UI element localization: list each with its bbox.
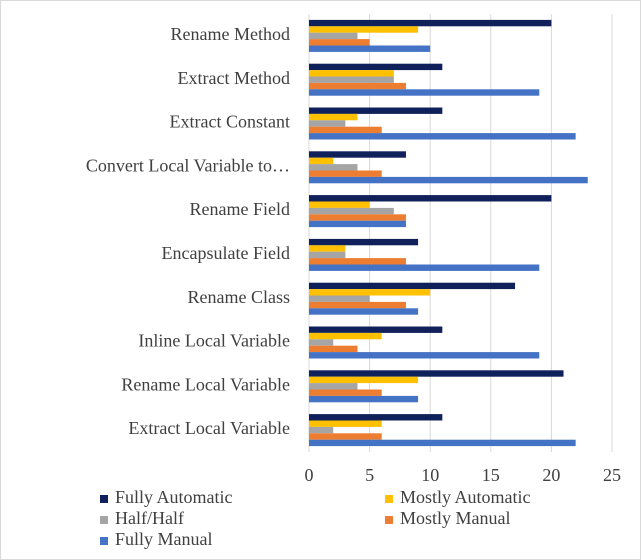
bar (309, 245, 346, 252)
legend-label: Mostly Manual (400, 508, 511, 528)
y-tick-label: Rename Method (171, 24, 290, 44)
y-tick-label: Extract Method (178, 68, 290, 88)
bar (309, 251, 346, 259)
bar (309, 264, 540, 271)
bar (309, 258, 406, 265)
x-tick-label: 15 (482, 465, 500, 485)
bar (309, 113, 358, 121)
legend-swatch (100, 537, 108, 545)
bar (309, 207, 394, 215)
bar (309, 345, 358, 353)
bar (309, 133, 576, 140)
bar (309, 289, 431, 296)
bar (309, 414, 443, 421)
bar (309, 70, 394, 77)
bar (309, 157, 334, 165)
bar (309, 176, 588, 184)
x-tick-label: 10 (421, 465, 439, 485)
legend-label: Fully Automatic (115, 487, 233, 507)
bar (309, 26, 419, 33)
y-tick-label: Inline Local Variable (138, 331, 290, 351)
legend-label: Fully Manual (115, 529, 213, 549)
y-tick-label: Extract Local Variable (128, 418, 290, 438)
bar (309, 89, 540, 96)
bar (309, 214, 406, 221)
x-tick-label: 0 (305, 465, 314, 485)
legend-label: Half/Half (115, 508, 184, 528)
y-tick-label: Rename Class (188, 287, 290, 307)
bar (309, 332, 382, 340)
bar (309, 120, 346, 127)
legend-swatch (100, 495, 108, 503)
bar (309, 170, 382, 177)
bar (309, 370, 564, 377)
bar (309, 32, 358, 40)
bar (309, 326, 443, 333)
legend-swatch (100, 516, 108, 524)
bar (309, 82, 406, 90)
bar (309, 282, 516, 290)
bar (309, 339, 334, 346)
bar (309, 126, 382, 134)
y-tick-label: Encapsulate Field (162, 243, 290, 263)
bar (309, 308, 419, 315)
bar (309, 107, 443, 114)
bar (309, 201, 370, 208)
bar (309, 295, 370, 302)
bar (309, 439, 576, 447)
bar (309, 389, 382, 396)
bar (309, 195, 552, 202)
y-tick-label: Convert Local Variable to… (86, 155, 290, 175)
bar (309, 383, 358, 390)
bar (309, 39, 370, 46)
bar (309, 395, 419, 403)
bar (309, 238, 419, 246)
bar (309, 420, 382, 427)
y-tick-label: Rename Local Variable (121, 374, 290, 394)
bar (309, 151, 406, 158)
legend-label: Mostly Automatic (400, 487, 531, 507)
bar (309, 164, 358, 171)
y-tick-label: Extract Constant (170, 112, 290, 132)
legend-swatch (385, 516, 393, 524)
bar (309, 220, 406, 228)
bar (309, 45, 431, 52)
bar (309, 63, 443, 71)
bar (309, 426, 334, 434)
bar (309, 376, 419, 384)
x-tick-label: 5 (365, 465, 374, 485)
bar (309, 19, 552, 27)
legend-swatch (385, 495, 393, 503)
x-tick-label: 25 (603, 465, 621, 485)
bar (309, 76, 394, 83)
bar (309, 433, 382, 440)
bar (309, 301, 406, 309)
bar (309, 352, 540, 359)
x-tick-label: 20 (542, 465, 560, 485)
y-tick-label: Rename Field (190, 199, 290, 219)
